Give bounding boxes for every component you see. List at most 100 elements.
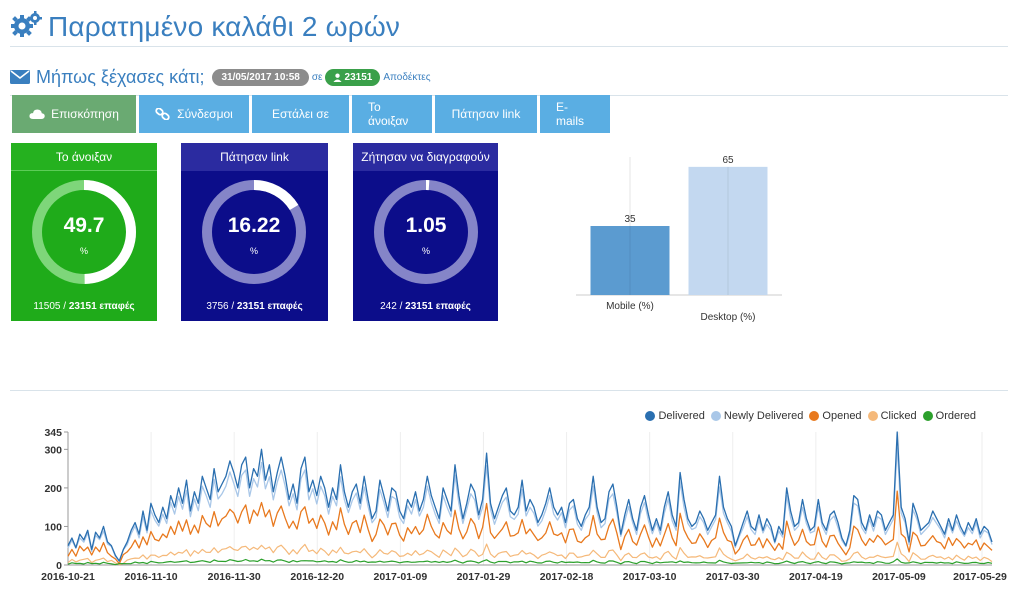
x-tick-label: 2017-05-09 [872,571,926,583]
stat-value: 1.05 [405,214,447,237]
campaign-info: Μήπως ξέχασες κάτι; 31/05/2017 10:58 σε … [10,64,431,90]
tab-label: E-mails [556,100,585,128]
bar-data-label: 65 [722,155,734,166]
stat-footer: 3756 / 23151 επαφές [181,301,328,312]
tab-links[interactable]: Σύνδεσμοι [139,95,249,133]
legend-dot [645,411,656,421]
sigma-label: σε [311,71,323,83]
stat-total: 23151 επαφές [405,301,471,312]
tab-label: Εστάλει σε [271,107,330,121]
legend-item[interactable]: Delivered [645,410,705,422]
separator: / [399,301,403,312]
tab-label: Το άνοιξαν [368,100,409,128]
y-tick-label: 200 [44,483,62,495]
legend-dot [809,411,820,421]
tab-label: Σύνδεσμοι [177,107,233,121]
envelope-icon [10,70,30,84]
legend-label: Clicked [880,410,917,422]
y-tick-label: 0 [56,560,62,572]
tab-clicked[interactable]: Πάτησαν link [435,95,537,133]
stat-title: Ζήτησαν να διαγραφούν [353,143,498,171]
legend-dot [867,411,878,421]
legend-item[interactable]: Clicked [867,410,917,422]
y-tick-label: 345 [44,427,62,439]
stat-footer: 242 / 23151 επαφές [353,301,498,312]
series-line-ordered [67,558,993,566]
gauge-arc [374,180,478,284]
bar-category-label: Desktop (%) [700,312,755,323]
date-badge: 31/05/2017 10:58 [212,68,309,86]
x-tick-label: 2016-10-21 [41,571,95,583]
tab-sent-to[interactable]: Εστάλει σε [252,95,349,133]
x-tick-label: 2017-01-29 [457,571,511,583]
activity-line-chart: 2016-10-21 2016-11-10 2016-11-30 2016-12-20… [0,405,1024,596]
tab-label: Επισκόπηση [51,107,119,121]
stat-title: Πάτησαν link [181,143,328,171]
gauge-arc [32,180,136,284]
stat-value: 16.22 [227,214,281,237]
stat-unsubscribed: Ζήτησαν να διαγραφούν 1.05 % 242 / 23151… [353,143,498,321]
divider [10,46,1008,47]
gears-icon [10,10,48,45]
x-tick-label: 2017-01-09 [374,571,428,583]
x-tick-label: 2016-12-20 [290,571,344,583]
x-tick-label: 2017-03-10 [623,571,677,583]
gauge: 1.05 % [370,176,482,288]
link-icon [155,108,170,120]
recipients-link[interactable]: Αποδέκτες [383,71,431,83]
stat-total: 23151 επαφές [68,301,135,312]
y-tick-label: 100 [44,521,62,533]
x-tick-label: 2017-04-19 [789,571,843,583]
legend-item[interactable]: Ordered [922,410,976,422]
y-tick-label: 300 [44,444,62,456]
legend-label: Newly Delivered [723,410,804,422]
x-tick-label: 2017-05-29 [953,571,1007,583]
chart-legend: Delivered Newly Delivered Opened Clicked Ord… [639,410,976,422]
tab-opened[interactable]: Το άνοιξαν [352,95,432,133]
page-header: Παρατημένο καλάθι 2 ωρών [10,8,400,46]
tab-emails[interactable]: E-mails [540,95,610,133]
stat-count: 11505 [33,301,61,312]
x-tick-label: 2016-11-10 [125,571,178,583]
recipients-count-badge: 23151 [324,68,381,86]
campaign-name: Μήπως ξέχασες κάτι; [36,66,205,87]
tab-bar: Επισκόπηση Σύνδεσμοι Εστάλει σε Το άνοιξ… [12,95,613,133]
separator: / [63,301,67,312]
stat-total: 23151 επαφές [236,301,303,312]
x-tick-label: 2017-03-30 [706,571,760,583]
legend-label: Opened [822,410,862,422]
separator: / [231,301,235,312]
stat-opened: Το άνοιξαν 49.7 % 11505 / 23151 επαφές [11,143,157,321]
legend-dot [710,411,721,421]
legend-item[interactable]: Newly Delivered [710,410,804,422]
gauge: 16.22 % [198,176,310,288]
bar-data-label: 35 [624,214,636,225]
recipients-count: 23151 [344,71,373,83]
cloud-icon [29,109,45,119]
user-icon [332,73,342,82]
series-line-opened [67,490,993,565]
stat-count: 3756 [206,301,229,312]
divider [10,390,1008,391]
tab-overview[interactable]: Επισκόπηση [12,95,136,133]
tab-label: Πάτησαν link [451,107,521,121]
bar-category-label: Mobile (%) [606,301,654,312]
bar[interactable] [688,166,768,295]
legend-label: Delivered [658,410,705,422]
stat-value: 49.7 [63,214,105,237]
gauge: 49.7 % [28,176,140,288]
x-tick-label: 2016-11-30 [208,571,261,583]
stat-unit: % [79,246,88,256]
stat-unit: % [421,246,430,256]
series-line-clicked [67,541,993,566]
stat-unit: % [249,246,258,256]
legend-item[interactable]: Opened [809,410,862,422]
series-line-delivered [67,431,993,562]
stat-title: Το άνοιξαν [11,143,157,171]
bar[interactable] [590,226,670,295]
stat-footer: 11505 / 23151 επαφές [11,301,157,312]
device-bar-chart: 35 Mobile (%) 65 Desktop (%) [560,145,800,330]
stat-clicked: Πάτησαν link 16.22 % 3756 / 23151 επαφές [181,143,328,321]
x-tick-label: 2017-02-18 [540,571,594,583]
